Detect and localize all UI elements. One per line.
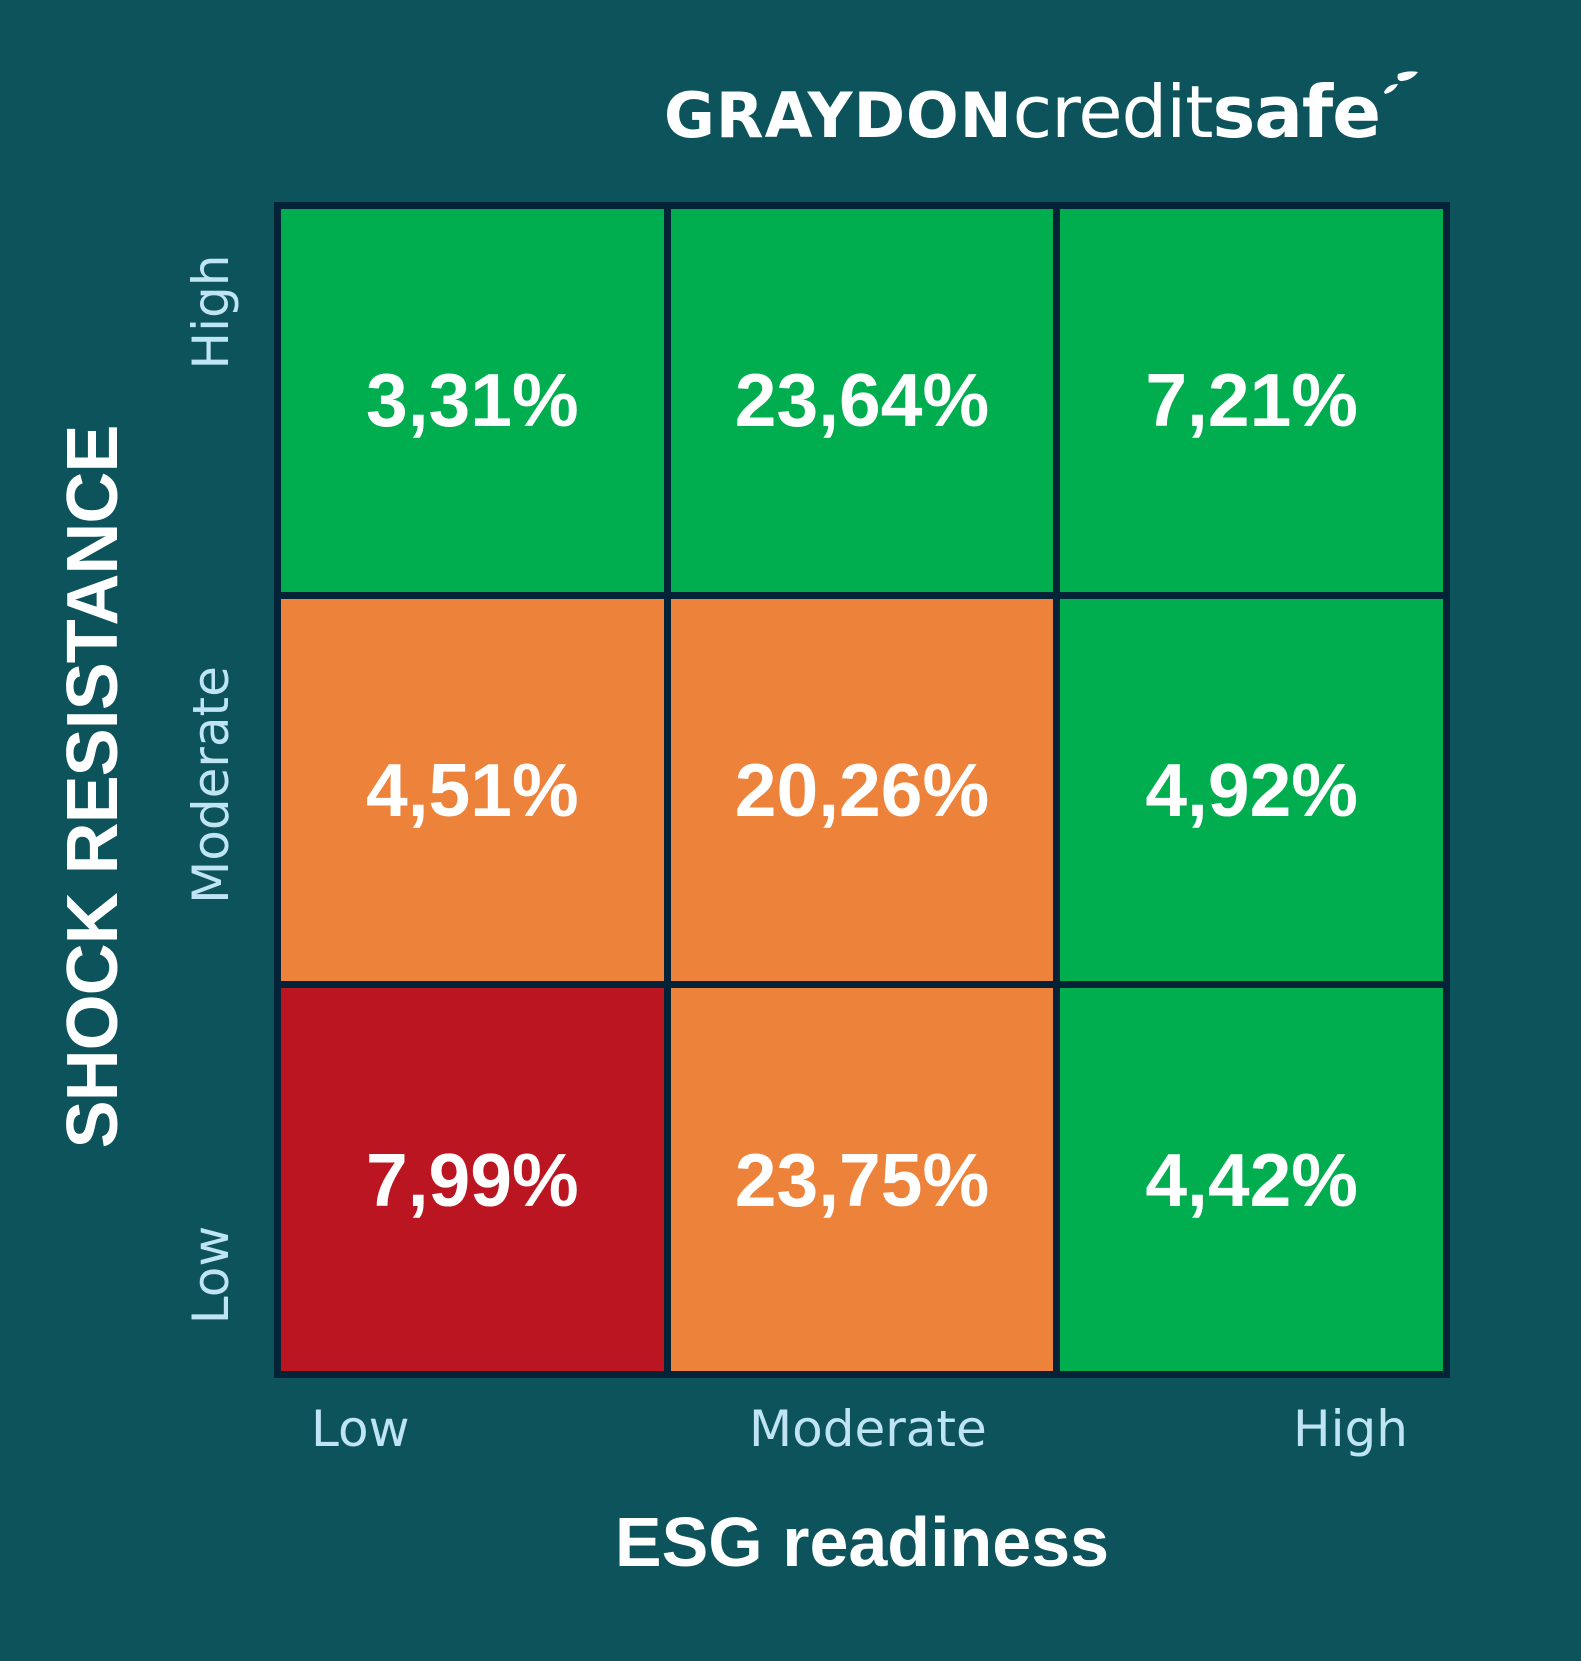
y-axis-title: SHOCK RESISTANCE bbox=[53, 425, 133, 1149]
x-tick-high: High bbox=[1293, 1400, 1408, 1458]
y-tick-high: High bbox=[182, 254, 240, 370]
logo-credit-text: credit bbox=[1012, 70, 1214, 154]
graydon-creditsafe-logo: GRAYDON credit safe bbox=[664, 70, 1422, 154]
x-axis-title: ESG readiness bbox=[614, 1503, 1110, 1581]
cell-high-shock-high-esg: 7,21% bbox=[1060, 209, 1443, 592]
cell-low-shock-low-esg: 7,99% bbox=[281, 988, 664, 1371]
logo-safe-text: safe bbox=[1212, 70, 1381, 154]
cell-high-shock-moderate-esg: 23,64% bbox=[670, 209, 1054, 592]
cell-moderate-shock-high-esg: 4,92% bbox=[1060, 598, 1443, 982]
cell-moderate-shock-low-esg: 4,51% bbox=[281, 598, 664, 982]
heatmap-grid: 3,31% 23,64% 7,21% 4,51% 20,26% 4,92% 7,… bbox=[274, 202, 1450, 1378]
cell-low-shock-moderate-esg: 23,75% bbox=[670, 988, 1054, 1371]
leaf-accent-icon bbox=[1382, 70, 1422, 110]
cell-moderate-shock-moderate-esg: 20,26% bbox=[670, 598, 1054, 982]
y-tick-low: Low bbox=[182, 1225, 240, 1325]
x-tick-moderate: Moderate bbox=[749, 1400, 987, 1458]
cell-low-shock-high-esg: 4,42% bbox=[1060, 988, 1443, 1371]
x-tick-low: Low bbox=[311, 1400, 410, 1458]
cell-high-shock-low-esg: 3,31% bbox=[281, 209, 664, 592]
logo-graydon-text: GRAYDON bbox=[664, 79, 1013, 152]
y-tick-moderate: Moderate bbox=[182, 666, 240, 904]
